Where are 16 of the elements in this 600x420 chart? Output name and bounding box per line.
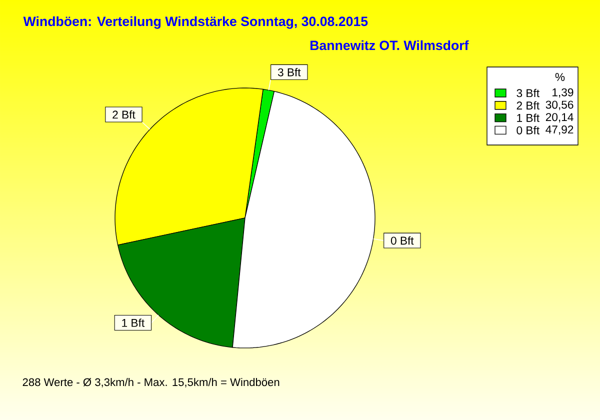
data-label: 47,92 (546, 126, 574, 135)
slice-label: 3 Bft (278, 68, 301, 76)
chart-title: Windböen: Verteilung Windstärke Sonntag, 30.08.2015 (23, 16, 368, 29)
slice-label: 1 Bft (122, 318, 145, 327)
legend-label: 1 Bft (517, 114, 540, 122)
data-label: 30,56 (546, 100, 574, 110)
text: 288 Werte - Ø 3,3km/h - Max. 15,5km/h = Windböen (22, 378, 280, 388)
chart-subtitle: Bannewitz OT. Wilmsdorf (310, 40, 469, 50)
slice-label: 0 Bft (390, 236, 414, 245)
legend-title: % (555, 73, 565, 81)
legend-label: 2 Bft (516, 101, 540, 110)
slice-label: 2 Bft (112, 110, 136, 119)
legend-label: 0 Bft (516, 126, 540, 134)
data-label: 1,39 (552, 88, 574, 98)
data-label: 20,14 (546, 113, 574, 122)
legend-label: 3 Bft (516, 88, 540, 98)
